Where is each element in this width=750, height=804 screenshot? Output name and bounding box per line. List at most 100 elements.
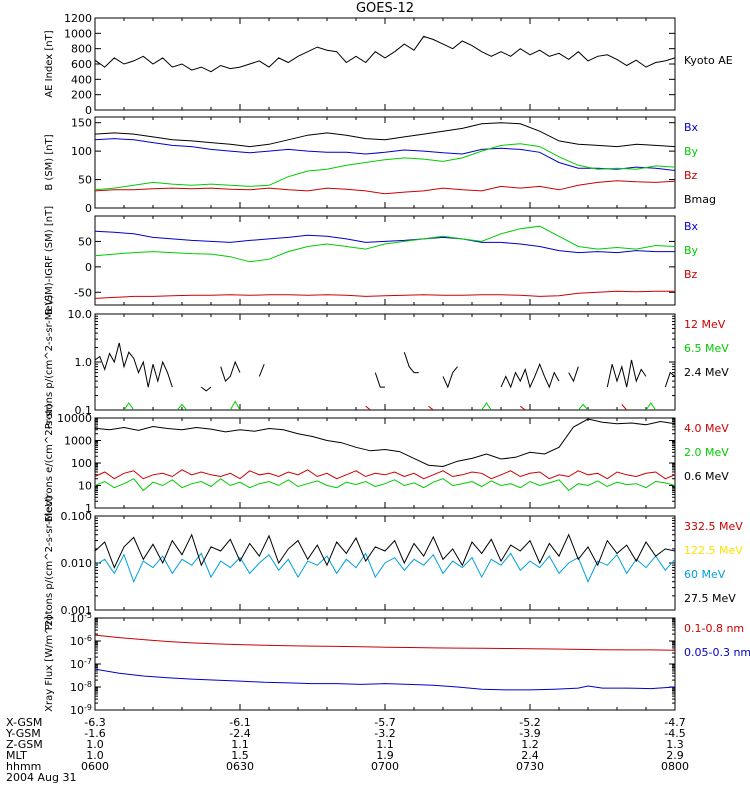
legend-bx: Bx	[684, 121, 699, 134]
series-line-4-0-mev	[95, 469, 675, 480]
y-tick-label: 100	[71, 457, 92, 470]
footer-value: -3.2	[374, 727, 395, 740]
footer-value: 1.2	[521, 738, 539, 751]
y-axis-label: AE Index [nT]	[44, 30, 55, 97]
legend-122-5-mev: 122.5 MeV	[684, 544, 743, 557]
y-tick-label: 10-5	[70, 611, 92, 625]
y-tick-label: 1	[85, 502, 92, 515]
y-tick-label: 600	[71, 58, 92, 71]
y-axis-label: Protons p/(cm^2-s-sr-MeV)	[44, 295, 55, 430]
series-line-2-4-mev	[95, 342, 173, 388]
y-tick-label: 0.010	[61, 557, 93, 570]
y-axis-label: B (SM) [nT]	[44, 134, 55, 190]
legend-6-5-mev: 6.5 MeV	[684, 342, 729, 355]
series-line-6-5-mev	[123, 402, 135, 410]
footer-label-hhmm: hhmm	[6, 760, 41, 773]
footer-value: 1.3	[666, 738, 684, 751]
series-line-6-5-mev	[577, 403, 589, 410]
footer-value: 2.9	[666, 749, 684, 762]
y-tick-label: 10000	[57, 412, 92, 425]
panel-frame	[94, 313, 676, 411]
y-axis-label: Electrons e/(cm^2-s-sr)	[44, 404, 55, 523]
y-tick-label: 800	[71, 43, 92, 56]
footer-value: 2.4	[521, 749, 539, 762]
series-line-kyoto-ae	[95, 35, 675, 73]
series-line-by	[95, 225, 675, 263]
legend-bz: Bz	[684, 169, 698, 182]
series-line-2-4-mev	[500, 362, 560, 389]
series-line-6-5-mev	[176, 403, 188, 410]
footer-value: 0630	[226, 760, 254, 773]
footer-label-y-gsm: Y-GSM	[5, 727, 41, 740]
legend-0-6-mev: 0.6 MeV	[684, 470, 729, 483]
y-tick-label: 1000	[64, 27, 92, 40]
y-tick-label: 1200	[64, 12, 92, 25]
footer-value: -5.7	[374, 716, 395, 729]
legend-27-5-mev: 27.5 MeV	[684, 592, 736, 605]
legend-0-05-0-3-nm: 0.05-0.3 nm	[684, 646, 750, 659]
y-tick-label: 1.0	[75, 356, 93, 369]
footer-value: 1.1	[376, 738, 394, 751]
plot-title: GOES-12	[356, 1, 414, 16]
series-line-bx	[95, 230, 675, 254]
legend-2-4-mev: 2.4 MeV	[684, 366, 729, 379]
panel-1: 0 200 400 600 800 1000 1200 AE Index [nT] Kyoto …	[44, 12, 733, 117]
y-tick-label: 0	[85, 104, 92, 117]
legend-kyoto-ae: Kyoto AE	[684, 54, 733, 67]
y-axis-label: Protons p/(cm^2-s-sr-MeV)	[44, 496, 55, 631]
y-axis-label: Xray Flux [W/m^2]	[44, 616, 55, 712]
footer-value: 0730	[516, 760, 544, 773]
series-line-27-5-mev	[95, 533, 675, 569]
footer-value: -6.3	[84, 716, 105, 729]
footer-value: 0700	[371, 760, 399, 773]
y-tick-label: 10	[78, 480, 92, 493]
legend-bx: Bx	[684, 220, 699, 233]
footer-value: 1.0	[86, 749, 104, 762]
panel-2: 0 50 100 150 B (SM) [nT] Bx By Bz Bmag	[44, 116, 716, 215]
footer-label-mlt: MLT	[6, 749, 27, 762]
series-line-2-0-mev	[95, 478, 675, 492]
series-line-2-4-mev	[220, 360, 241, 383]
series-line-60-mev	[95, 552, 675, 584]
series-line-2-4-mev	[374, 372, 385, 388]
series-line-2-4-mev	[606, 359, 647, 388]
series-line-12-mev	[519, 405, 526, 410]
footer-value: -3.9	[519, 727, 540, 740]
footer-value: 0600	[81, 760, 109, 773]
footer-value: 1.9	[376, 749, 394, 762]
series-line-by	[95, 143, 675, 191]
legend-2-0-mev: 2.0 MeV	[684, 446, 729, 459]
panel-7: 10-9 10-8 10-7 10-6 10-5 Xray Flux [W/m^2] 0.1…	[44, 611, 750, 717]
footer-date: 2004 Aug 31	[6, 771, 76, 784]
series-line-12-mev	[621, 404, 628, 410]
legend-by: By	[684, 244, 699, 257]
y-tick-label: 100	[71, 145, 92, 158]
series-line-bmag	[95, 122, 675, 148]
y-tick-label: 0.100	[61, 510, 93, 523]
footer-value: 1.1	[231, 738, 249, 751]
footer-value: 0800	[661, 760, 689, 773]
y-tick-label: 150	[71, 117, 92, 130]
series-line-2-4-mev	[403, 352, 419, 374]
series-line-bx	[95, 138, 675, 171]
series-line-0-05-0-3-nm	[95, 668, 675, 691]
y-tick-label: 50	[78, 235, 92, 248]
y-tick-label: 50	[78, 174, 92, 187]
y-tick-label: 0	[85, 202, 92, 215]
series-line-2-4-mev	[200, 386, 212, 392]
y-tick-label: 200	[71, 89, 92, 102]
footer-label-x-gsm: X-GSM	[6, 716, 42, 729]
panel-3: -50 0 50 B (SM)-IGRF (SM) [nT] Bx By Bz	[44, 206, 699, 315]
series-line-2-4-mev	[568, 366, 579, 383]
footer-label-z-gsm: Z-GSM	[6, 738, 43, 751]
series-line-6-5-mev	[229, 400, 241, 410]
series-line-6-5-mev	[481, 402, 492, 410]
series-line-2-4-mev	[442, 366, 458, 389]
y-tick-label: 10.0	[68, 308, 93, 321]
footer-value: 1.5	[231, 749, 249, 762]
panel-6: 0.001 0.010 0.100 Protons p/(cm^2-s-sr-MeV)…	[44, 496, 743, 631]
